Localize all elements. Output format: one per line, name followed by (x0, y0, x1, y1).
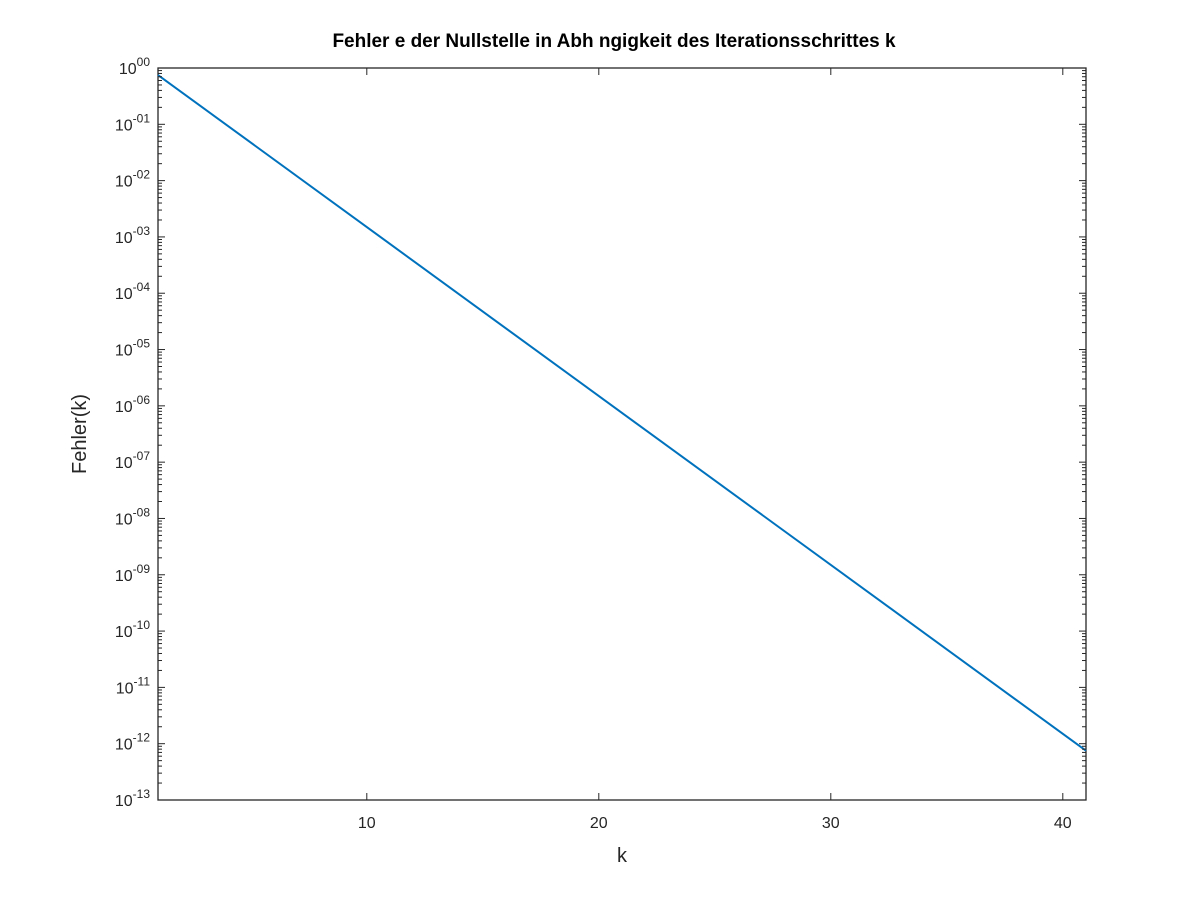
x-axis-label: k (617, 845, 628, 867)
y-tick-label-exponent: -02 (133, 168, 151, 182)
x-tick-label-1: 20 (590, 815, 608, 832)
y-tick-label-exponent: -13 (133, 787, 151, 801)
y-tick-label-5: 10-05 (115, 337, 150, 360)
y-tick-label-base: 10 (115, 511, 133, 528)
x-tick-label-0: 10 (358, 815, 376, 832)
series-layer (157, 74, 1087, 752)
y-tick-label-exponent: -10 (133, 618, 151, 632)
y-axis: 100010-0110-0210-0310-0410-0510-0610-071… (115, 55, 1086, 810)
y-tick-label-base: 10 (115, 568, 133, 585)
y-tick-label-1: 10-01 (115, 111, 150, 134)
y-tick-label-0: 1000 (119, 55, 150, 78)
y-tick-label-base: 10 (115, 286, 133, 303)
y-tick-label-base: 10 (116, 680, 134, 697)
plot-area: 10 20 30 40 100010-0110-0210-0310-0410-0510… (115, 55, 1087, 832)
y-tick-label-9: 10-09 (115, 562, 150, 585)
y-tick-label-exponent: -04 (133, 280, 151, 294)
y-tick-label-13: 10-13 (115, 787, 150, 810)
y-tick-label-base: 10 (115, 455, 133, 472)
y-axis-label: Fehler(k) (69, 394, 91, 474)
y-tick-label-exponent: -06 (133, 393, 151, 407)
chart-title: Fehler e der Nullstelle in Abh ngigkeit … (332, 31, 896, 52)
y-tick-label-exponent: -01 (133, 111, 151, 125)
y-tick-label-base: 10 (115, 399, 133, 416)
y-tick-label-base: 10 (115, 624, 133, 641)
y-tick-label-base: 10 (115, 230, 133, 247)
y-tick-label-2: 10-02 (115, 168, 150, 191)
y-tick-label-7: 10-07 (115, 449, 150, 472)
y-tick-label-exponent: -12 (133, 731, 151, 745)
x-axis: 10 20 30 40 (358, 68, 1072, 832)
y-tick-label-3: 10-03 (115, 224, 150, 247)
y-tick-label-exponent: -11 (134, 674, 151, 688)
y-tick-label-base: 10 (115, 117, 133, 134)
y-tick-label-exponent: 00 (137, 55, 151, 69)
y-tick-label-base: 10 (115, 737, 133, 754)
x-tick-label-2: 30 (822, 815, 840, 832)
axes-box (157, 67, 1087, 801)
series-line-0 (157, 74, 1087, 752)
y-tick-label-4: 10-04 (115, 280, 150, 303)
y-tick-label-exponent: -05 (133, 337, 151, 351)
y-tick-label-base: 10 (115, 174, 133, 191)
y-tick-label-exponent: -07 (133, 449, 151, 463)
y-tick-label-8: 10-08 (115, 505, 150, 528)
y-tick-label-12: 10-12 (115, 731, 150, 754)
y-tick-label-exponent: -09 (133, 562, 151, 576)
y-tick-label-10: 10-10 (115, 618, 150, 641)
x-tick-label-3: 40 (1054, 815, 1072, 832)
y-tick-label-exponent: -08 (133, 505, 151, 519)
y-tick-label-6: 10-06 (115, 393, 150, 416)
y-tick-label-11: 10-11 (116, 674, 151, 697)
y-tick-label-base: 10 (115, 343, 133, 360)
y-tick-label-exponent: -03 (133, 224, 151, 238)
y-tick-label-base: 10 (119, 61, 137, 78)
y-tick-label-base: 10 (115, 793, 133, 810)
